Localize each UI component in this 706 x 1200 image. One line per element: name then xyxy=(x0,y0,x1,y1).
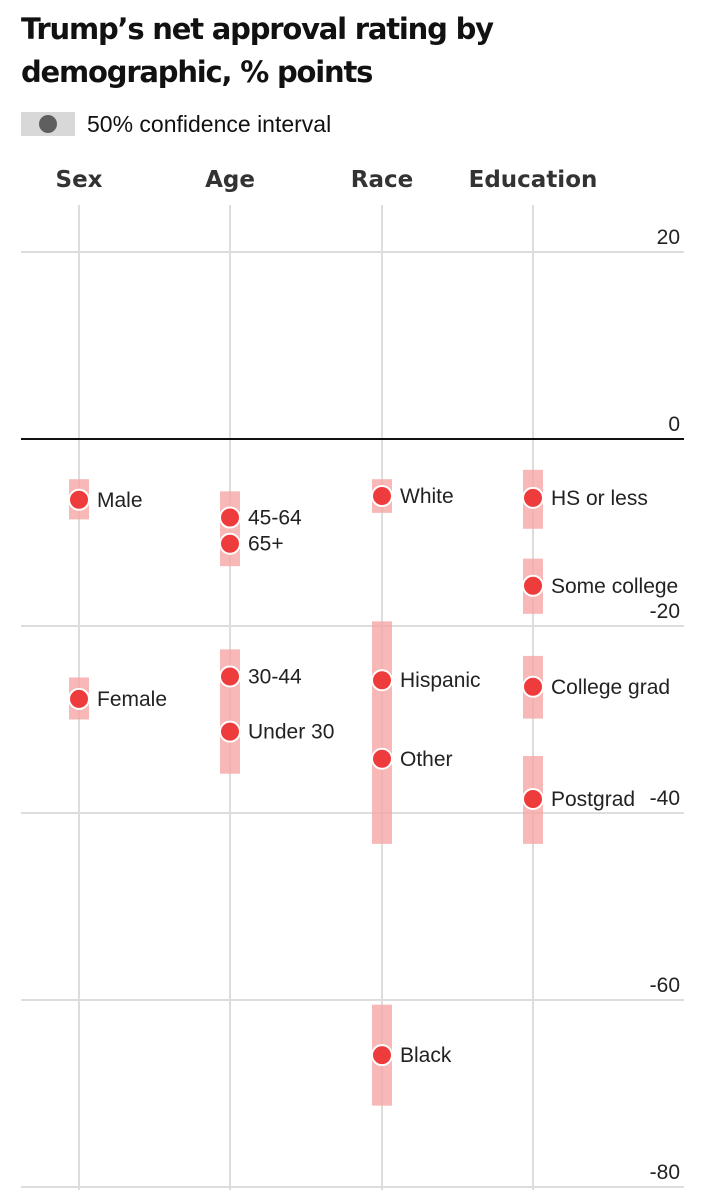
legend: 50% confidence interval xyxy=(21,110,331,138)
data-point-label: Hispanic xyxy=(400,669,481,692)
column-header-education: Education xyxy=(469,167,598,193)
data-point xyxy=(522,675,544,698)
data-point xyxy=(219,720,241,743)
data-point-label: 30-44 xyxy=(248,665,302,688)
data-point-label: Some college xyxy=(551,575,678,598)
data-point-label: Black xyxy=(400,1044,452,1067)
data-point xyxy=(219,532,241,555)
data-point xyxy=(219,665,241,688)
confidence-interval-bar xyxy=(372,621,392,844)
data-point xyxy=(522,486,544,509)
data-point xyxy=(68,488,90,511)
data-point-label: Other xyxy=(400,748,453,771)
legend-dot-icon xyxy=(39,115,57,133)
column-header-age: Age xyxy=(205,167,255,193)
data-point xyxy=(522,787,544,810)
data-point-label: White xyxy=(400,485,454,508)
data-point xyxy=(68,687,90,710)
chart-title: Trump’s net approval rating by demograph… xyxy=(21,12,494,89)
data-point-label: Postgrad xyxy=(551,788,635,811)
y-tick-label: -60 xyxy=(650,974,680,997)
data-point-label: 65+ xyxy=(248,533,284,556)
column-header-sex: Sex xyxy=(56,167,103,193)
y-tick-label: -80 xyxy=(650,1161,680,1184)
data-point-label: Female xyxy=(97,688,167,711)
data-point-label: HS or less xyxy=(551,487,648,510)
data-point-label: Under 30 xyxy=(248,721,334,744)
data-point xyxy=(371,669,393,692)
data-point xyxy=(371,485,393,508)
data-point-label: 45-64 xyxy=(248,507,302,530)
column-header-race: Race xyxy=(351,167,413,193)
legend-label: 50% confidence interval xyxy=(87,110,332,137)
y-tick-label: 0 xyxy=(668,413,680,436)
y-tick-label: -40 xyxy=(650,787,680,810)
confidence-interval-bar xyxy=(220,491,240,567)
data-point xyxy=(371,747,393,770)
data-point xyxy=(371,1044,393,1067)
y-tick-label: -20 xyxy=(650,600,680,623)
data-point xyxy=(522,574,544,597)
y-tick-label: 20 xyxy=(657,226,680,249)
data-point-label: College grad xyxy=(551,676,670,699)
data-point-label: Male xyxy=(97,489,143,512)
legend-interval-swatch xyxy=(21,112,75,136)
data-point xyxy=(219,506,241,529)
